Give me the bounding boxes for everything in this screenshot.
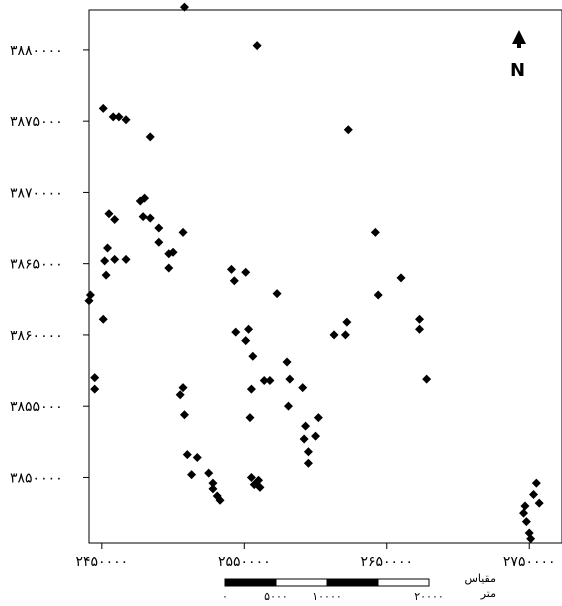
scale-label-5000: ۵۰۰۰ [264, 590, 288, 603]
scale-segment-1 [225, 579, 276, 586]
scale-segment-4 [378, 579, 429, 586]
x-tick-label: ۲۷۵۰۰۰۰ [503, 554, 556, 570]
scale-label-10000: ۱۰۰۰۰ [312, 590, 342, 603]
x-axis: ۲۴۵۰۰۰۰ ۲۵۵۰۰۰۰ ۲۶۵۰۰۰۰ ۲۷۵۰۰۰۰ [76, 543, 556, 570]
y-tick-label: ۳۸۸۰۰۰۰ [10, 43, 63, 59]
scale-segment-2 [276, 579, 327, 586]
y-tick-label: ۳۸۵۵۰۰۰ [10, 399, 63, 415]
scale-title: مقیاس [464, 572, 496, 585]
x-tick-label: ۲۵۵۰۰۰۰ [218, 554, 271, 570]
y-tick-label: ۳۸۶۰۰۰۰ [10, 328, 63, 344]
x-tick-label: ۲۴۵۰۰۰۰ [76, 554, 129, 570]
map-frame [89, 10, 562, 543]
y-axis: ۳۸۸۰۰۰۰ ۳۸۷۵۰۰۰ ۳۸۷۰۰۰۰ ۳۸۶۵۰۰۰ ۳۸۶۰۰۰۰ ۳۸۵۵۰… [10, 43, 89, 487]
y-tick-label: ۳۸۶۵۰۰۰ [10, 257, 63, 273]
y-tick-label: ۳۸۷۰۰۰۰ [10, 185, 63, 201]
scale-label-20000: ۲۰۰۰۰ [414, 590, 444, 603]
scale-bar: ۰ ۵۰۰۰ ۱۰۰۰۰ ۲۰۰۰۰ مقیاس متر [222, 572, 496, 603]
x-tick-label: ۲۶۵۰۰۰۰ [360, 554, 413, 570]
scale-unit: متر [480, 587, 496, 600]
scale-label-0: ۰ [222, 590, 228, 603]
y-tick-label: ۳۸۷۵۰۰۰ [10, 114, 63, 130]
scale-segment-3 [327, 579, 378, 586]
north-arrow-label: N [510, 60, 525, 81]
y-tick-label: ۳۸۵۰۰۰۰ [10, 470, 63, 486]
